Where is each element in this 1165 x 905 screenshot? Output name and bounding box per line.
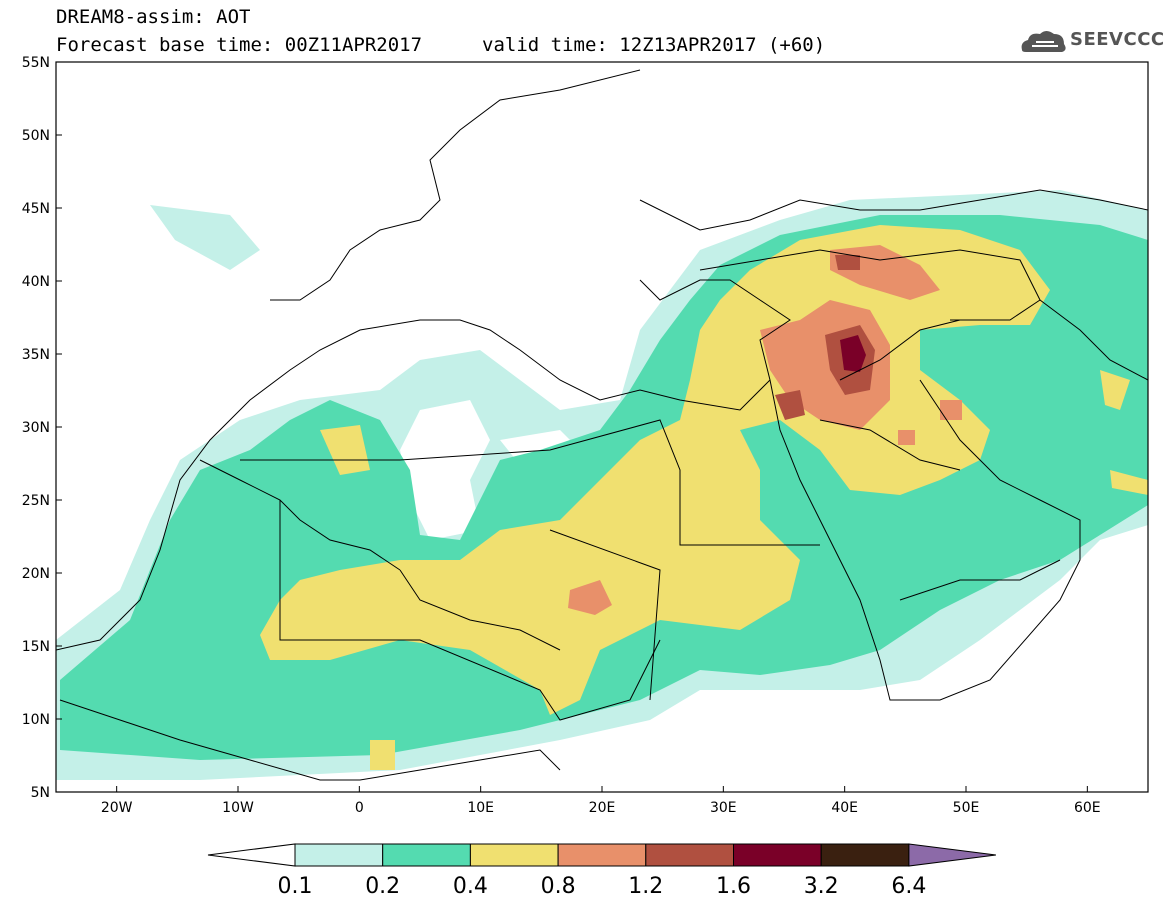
lon-label: 0 [355, 800, 364, 816]
lat-label: 10N [22, 712, 50, 728]
colorbar-bin-high [908, 843, 996, 867]
colorbar-label: 3.2 [804, 874, 839, 899]
colorbar-label: 1.6 [716, 874, 751, 899]
colorbar-bin [557, 843, 647, 867]
lat-label: 35N [22, 347, 50, 363]
lon-label: 10E [467, 800, 494, 816]
colorbar-bin [382, 843, 471, 867]
aot-band-1.6 [840, 335, 866, 372]
forecast-base-time: Forecast base time: 00Z11APR2017 [56, 34, 423, 56]
lat-label: 25N [22, 493, 50, 509]
axis-ticks: 55N 50N 45N 40N 35N 30N 25N 20N 15N 10N 5N 20W 10W 0 1… [22, 55, 1101, 816]
colorbar-bin [645, 843, 734, 867]
lat-label: 50N [22, 128, 50, 144]
lon-label: 20W [101, 800, 133, 816]
coastlines [56, 69, 1148, 781]
aot-band-0.8 [898, 430, 915, 445]
colorbar-label: 6.4 [891, 874, 926, 899]
lat-label: 30N [22, 420, 50, 436]
lat-label: 45N [22, 201, 50, 217]
cloud-logo-icon [1021, 31, 1066, 52]
aot-band-0.8 [568, 580, 612, 615]
colorbar-label: 1.2 [628, 874, 663, 899]
logo-text: SEEVCCC [1070, 29, 1165, 50]
aot-band-0.4 [320, 425, 370, 475]
colorbar-bin [469, 843, 559, 867]
lon-label: 10W [222, 800, 254, 816]
lon-label: 60E [1074, 800, 1101, 816]
lon-label: 30E [710, 800, 737, 816]
lat-label: 5N [31, 785, 50, 801]
aot-field [56, 62, 1148, 792]
colorbar-bin [733, 843, 822, 867]
aot-band-0.4 [1100, 370, 1130, 410]
lat-label: 15N [22, 639, 50, 655]
map-title: DREAM8-assim: AOT [56, 6, 251, 28]
lon-label: 50E [953, 800, 980, 816]
colorbar-label: 0.4 [453, 874, 488, 899]
aot-band-0.4 [370, 740, 395, 770]
valid-time: valid time: 12Z13APR2017 (+60) [482, 34, 826, 56]
aot-band-0.4 [1110, 470, 1148, 495]
lat-label: 40N [22, 274, 50, 290]
colorbar-bin-low [207, 843, 296, 867]
aot-band-1.2 [835, 255, 860, 270]
colorbar-bin [294, 843, 384, 867]
lat-label: 55N [22, 55, 50, 71]
lon-label: 40E [831, 800, 858, 816]
lon-label: 20E [589, 800, 616, 816]
lat-label: 20N [22, 566, 50, 582]
aot-band-0.1 [150, 205, 260, 270]
colorbar-bin [820, 843, 910, 867]
aot-band-1.2 [775, 390, 805, 420]
colorbar-label: 0.2 [365, 874, 400, 899]
colorbar-label: 0.8 [541, 874, 576, 899]
aot-clear-area [400, 400, 490, 540]
colorbar-label: 0.1 [278, 874, 313, 899]
aot-band-0.8 [940, 400, 962, 420]
